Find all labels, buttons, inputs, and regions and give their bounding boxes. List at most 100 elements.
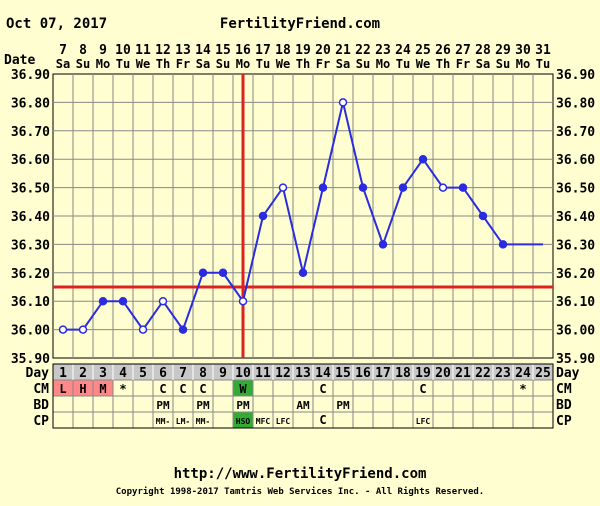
- temperature-point: [218, 268, 228, 278]
- date-tick: 25: [415, 43, 431, 58]
- y-tick-left: 36.40: [11, 210, 50, 225]
- y-tick-right: 36.00: [556, 324, 595, 339]
- date-tick: 10: [115, 43, 131, 58]
- footer-copyright: Copyright 1998-2017 Tamtris Web Services…: [116, 486, 484, 497]
- cm-cell: [212, 379, 234, 397]
- cm-cell: [372, 379, 394, 397]
- bd-cell: [252, 395, 274, 413]
- row-label-right-cp: CP: [556, 414, 572, 429]
- date-header: 7 8 9 10 11 12 13 14 15 16 17 18 19 20 21 22 23 24 25 26 27 2…: [56, 43, 551, 71]
- bd-cell: [112, 395, 134, 413]
- y-tick-left: 36.30: [11, 238, 50, 253]
- temperature-point: [158, 296, 168, 306]
- cp-cell: [372, 411, 394, 429]
- y-tick-left: 36.80: [11, 96, 50, 111]
- y-tick-right: 36.60: [556, 153, 595, 168]
- temperature-point: [178, 325, 188, 334]
- bd-value: PM: [196, 399, 210, 412]
- temperature-point: [338, 98, 348, 107]
- weekday-tick: Sa: [476, 57, 490, 71]
- cycle-day: 17: [375, 366, 391, 381]
- date-tick: 11: [135, 43, 151, 58]
- weekday-tick: Fr: [316, 57, 330, 71]
- cm-value: C: [159, 382, 166, 396]
- bd-cell: [212, 395, 234, 413]
- weekday-tick: Tu: [536, 57, 550, 71]
- date-tick: 22: [355, 43, 371, 58]
- date-tick: 14: [195, 43, 211, 58]
- cp-cell: [72, 411, 94, 429]
- cycle-day: 9: [219, 366, 227, 381]
- weekday-tick: We: [276, 57, 290, 71]
- temperature-point: [418, 154, 428, 164]
- cm-value: C: [419, 382, 426, 396]
- cp-value: LFC: [416, 417, 431, 426]
- bd-cell: [492, 395, 514, 413]
- cycle-day: 18: [395, 366, 411, 381]
- temperature-point: [98, 296, 108, 306]
- cycle-day: 12: [275, 366, 291, 381]
- bd-value: PM: [156, 399, 170, 412]
- date-tick: 21: [335, 43, 351, 58]
- y-tick-left: 36.10: [11, 295, 50, 310]
- weekday-tick: Tu: [256, 57, 270, 71]
- cp-value: MM-: [196, 417, 210, 426]
- cm-cell: [472, 379, 494, 397]
- cycle-day: 5: [139, 366, 147, 381]
- y-tick-right: 36.40: [556, 210, 595, 225]
- cm-value: L: [59, 382, 66, 396]
- cp-cell: [112, 411, 134, 429]
- date-tick: 17: [255, 43, 271, 58]
- temperature-point: [278, 183, 288, 192]
- y-tick-right: 36.90: [556, 68, 595, 83]
- weekday-tick: Su: [76, 57, 90, 71]
- cm-cell: [532, 379, 554, 397]
- cp-cell: [472, 411, 494, 429]
- cp-cell: [392, 411, 414, 429]
- row-label-right-day: Day: [556, 366, 580, 381]
- weekday-tick: Mo: [96, 57, 110, 71]
- cm-value: H: [79, 382, 86, 396]
- cp-value: HSO: [236, 417, 251, 426]
- weekday-tick: We: [136, 57, 150, 71]
- date-tick: 9: [99, 43, 107, 58]
- cp-cell: [292, 411, 314, 429]
- bd-cell: [512, 395, 534, 413]
- temperature-point: [298, 268, 308, 278]
- cycle-day: 23: [495, 366, 511, 381]
- cycle-day: 19: [415, 366, 431, 381]
- date-tick: 26: [435, 43, 451, 58]
- date-label: Date: [4, 53, 35, 68]
- weekday-tick: Mo: [516, 57, 530, 71]
- date-tick: 29: [495, 43, 511, 58]
- temperature-point: [198, 268, 208, 278]
- cycle-day: 1: [59, 366, 67, 381]
- y-tick-right: 36.50: [556, 182, 595, 197]
- weekday-tick: We: [416, 57, 430, 71]
- weekday-tick: Sa: [196, 57, 210, 71]
- cp-value: MFC: [256, 417, 271, 426]
- cycle-day: 6: [159, 366, 167, 381]
- bd-cell: [352, 395, 374, 413]
- cp-cell: [452, 411, 474, 429]
- bd-value: AM: [296, 399, 310, 412]
- weekday-tick: Fr: [456, 57, 470, 71]
- bd-value: PM: [336, 399, 350, 412]
- y-tick-left: 36.70: [11, 125, 50, 140]
- weekday-tick: Su: [216, 57, 230, 71]
- y-tick-left: 35.90: [11, 352, 50, 367]
- temperature-point: [378, 240, 388, 249]
- weekday-tick: Th: [436, 57, 450, 71]
- weekday-tick: Th: [296, 57, 310, 71]
- bd-cell: [452, 395, 474, 413]
- bd-cell: [172, 395, 194, 413]
- weekday-tick: Tu: [396, 57, 410, 71]
- cm-cell: [132, 379, 154, 397]
- temperature-point: [58, 325, 68, 334]
- cycle-day: 20: [435, 366, 451, 381]
- temperature-point: [358, 183, 368, 192]
- cp-cell: [332, 411, 354, 429]
- y-tick-right: 36.10: [556, 295, 595, 310]
- bd-cell: [52, 395, 74, 413]
- cycle-day: 24: [515, 366, 531, 381]
